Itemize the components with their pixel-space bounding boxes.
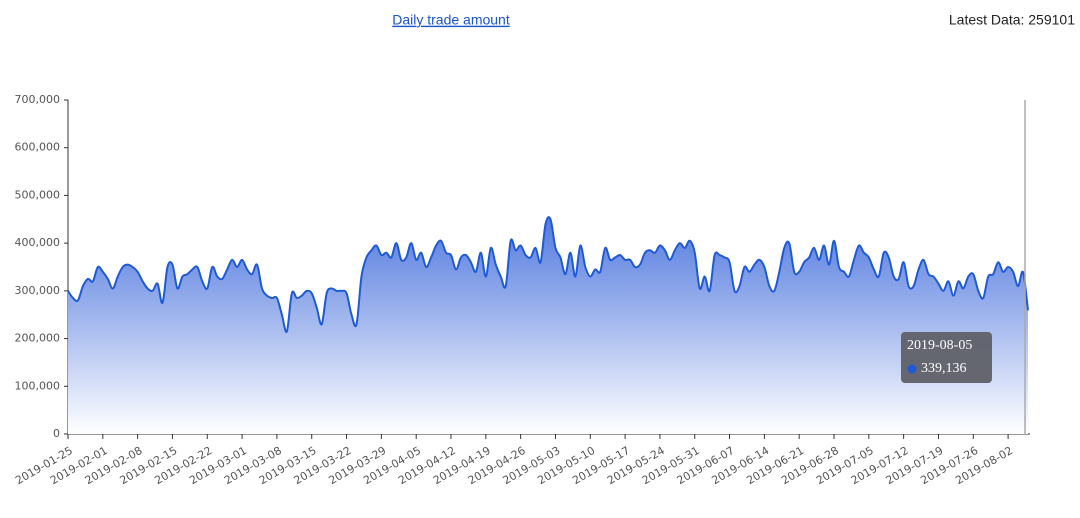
y-tick-label: 700,000 [15,93,61,106]
tooltip-box [901,332,992,383]
chart-title[interactable]: Daily trade amount [392,12,510,28]
y-tick-label: 0 [53,427,60,440]
y-tick-label: 600,000 [15,141,61,154]
latest-data: Latest Data: 259101 [949,12,1075,28]
tooltip-value: 339,136 [921,361,967,376]
y-tick-label: 300,000 [15,284,61,297]
y-tick-label: 500,000 [15,188,61,201]
y-tick-label: 100,000 [15,379,61,392]
tooltip-dot [907,364,917,374]
tooltip: 2019-08-05 339,136 [901,332,992,383]
line [67,216,1029,333]
y-tick-label: 400,000 [15,236,61,249]
area [68,217,1028,434]
tooltip-date: 2019-08-05 [907,338,972,353]
y-tick-label: 200,000 [15,332,61,345]
